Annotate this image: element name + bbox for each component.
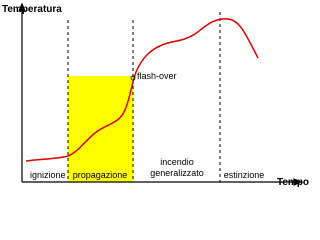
y-axis-label: Temperatura [2, 4, 62, 15]
page: Temperatura Tempo flash-over ignizione p… [2, 2, 310, 188]
y-arrow [18, 2, 26, 12]
phase-dividers [67, 12, 221, 182]
temperature-curve [25, 18, 259, 162]
phase-label: generalizzato [150, 168, 204, 178]
x-arrow [293, 178, 303, 186]
axes [18, 2, 303, 186]
phase-label: incendio [160, 157, 194, 167]
flash-over-point [130, 75, 136, 81]
phase-label: ignizione [30, 170, 66, 180]
x-axis-label: Tempo [277, 177, 309, 188]
phase-label: propagazione [73, 170, 128, 180]
phase-label: estinzione [224, 170, 265, 180]
diagram: Temperatura Tempo flash-over ignizione p… [2, 2, 309, 188]
flash-over-label: flash-over [137, 71, 177, 81]
